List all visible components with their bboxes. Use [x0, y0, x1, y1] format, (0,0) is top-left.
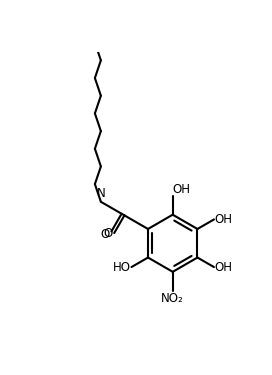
Text: OH: OH: [173, 183, 191, 196]
Text: HO: HO: [112, 261, 130, 273]
Text: O: O: [104, 226, 113, 240]
Text: N: N: [97, 188, 105, 200]
Text: O: O: [101, 228, 110, 241]
Text: NO₂: NO₂: [161, 292, 184, 304]
Text: OH: OH: [214, 261, 232, 273]
Text: OH: OH: [214, 213, 232, 226]
